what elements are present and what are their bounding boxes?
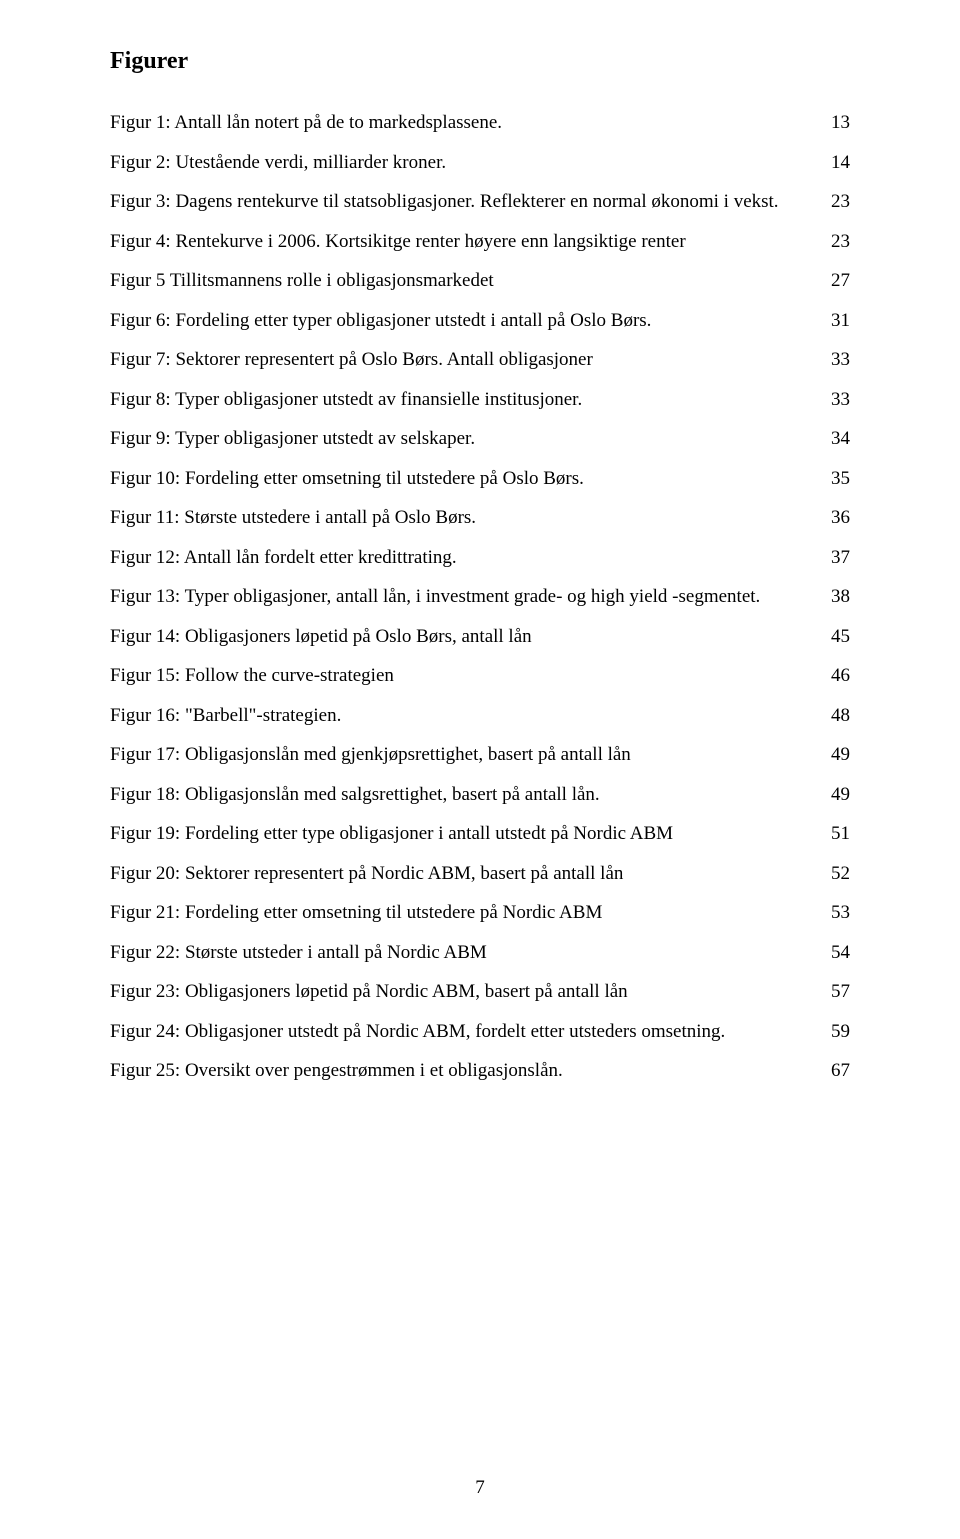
toc-page: 36	[831, 498, 850, 538]
toc-label: Figur 20: Sektorer representert på Nordi…	[110, 854, 623, 894]
toc-row: Figur 23: Obligasjoners løpetid på Nordi…	[110, 972, 850, 1012]
toc-page: 27	[831, 261, 850, 301]
toc-row: Figur 6: Fordeling etter typer obligasjo…	[110, 301, 850, 341]
toc-row: Figur 17: Obligasjonslån med gjenkjøpsre…	[110, 735, 850, 775]
toc-label: Figur 21: Fordeling etter omsetning til …	[110, 893, 602, 933]
toc-label: Figur 22: Største utsteder i antall på N…	[110, 933, 487, 973]
toc-label: Figur 16: "Barbell"-strategien.	[110, 696, 341, 736]
toc-row: Figur 7: Sektorer representert på Oslo B…	[110, 340, 850, 380]
toc-label: Figur 13: Typer obligasjoner, antall lån…	[110, 577, 760, 617]
toc-page: 31	[831, 301, 850, 341]
toc-row: Figur 11: Største utstedere i antall på …	[110, 498, 850, 538]
toc-page: 51	[831, 814, 850, 854]
toc-label: Figur 24: Obligasjoner utstedt på Nordic…	[110, 1012, 725, 1052]
toc-label: Figur 19: Fordeling etter type obligasjo…	[110, 814, 673, 854]
toc-row: Figur 4: Rentekurve i 2006. Kortsikitge …	[110, 222, 850, 262]
toc-page: 45	[831, 617, 850, 657]
toc-label: Figur 3: Dagens rentekurve til statsobli…	[110, 182, 779, 222]
toc-page: 59	[831, 1012, 850, 1052]
toc-label: Figur 6: Fordeling etter typer obligasjo…	[110, 301, 651, 341]
toc-page: 33	[831, 340, 850, 380]
toc-row: Figur 12: Antall lån fordelt etter kredi…	[110, 538, 850, 578]
toc-page: 34	[831, 419, 850, 459]
toc-row: Figur 13: Typer obligasjoner, antall lån…	[110, 577, 850, 617]
toc-label: Figur 15: Follow the curve-strategien	[110, 656, 394, 696]
toc-page: 53	[831, 893, 850, 933]
toc-row: Figur 16: "Barbell"-strategien. 48	[110, 696, 850, 736]
toc-row: Figur 21: Fordeling etter omsetning til …	[110, 893, 850, 933]
toc-page: 49	[831, 775, 850, 815]
toc-page: 54	[831, 933, 850, 973]
toc-page: 14	[831, 143, 850, 183]
toc-row: Figur 1: Antall lån notert på de to mark…	[110, 103, 850, 143]
document-page: Figurer Figur 1: Antall lån notert på de…	[0, 0, 960, 1539]
section-heading: Figurer	[110, 48, 850, 75]
toc-label: Figur 17: Obligasjonslån med gjenkjøpsre…	[110, 735, 631, 775]
toc-label: Figur 4: Rentekurve i 2006. Kortsikitge …	[110, 222, 686, 262]
toc-row: Figur 9: Typer obligasjoner utstedt av s…	[110, 419, 850, 459]
toc-page: 38	[831, 577, 850, 617]
toc-row: Figur 3: Dagens rentekurve til statsobli…	[110, 182, 850, 222]
toc-row: Figur 18: Obligasjonslån med salgsrettig…	[110, 775, 850, 815]
toc-row: Figur 25: Oversikt over pengestrømmen i …	[110, 1051, 850, 1091]
toc-page: 67	[831, 1051, 850, 1091]
toc-label: Figur 14: Obligasjoners løpetid på Oslo …	[110, 617, 532, 657]
toc-row: Figur 10: Fordeling etter omsetning til …	[110, 459, 850, 499]
toc-label: Figur 2: Utestående verdi, milliarder kr…	[110, 143, 446, 183]
page-number: 7	[0, 1477, 960, 1499]
toc-label: Figur 9: Typer obligasjoner utstedt av s…	[110, 419, 475, 459]
toc-row: Figur 2: Utestående verdi, milliarder kr…	[110, 143, 850, 183]
toc-label: Figur 11: Største utstedere i antall på …	[110, 498, 476, 538]
toc-label: Figur 7: Sektorer representert på Oslo B…	[110, 340, 593, 380]
toc-list: Figur 1: Antall lån notert på de to mark…	[110, 103, 850, 1091]
toc-label: Figur 12: Antall lån fordelt etter kredi…	[110, 538, 457, 578]
toc-page: 46	[831, 656, 850, 696]
toc-row: Figur 5 Tillitsmannens rolle i obligasjo…	[110, 261, 850, 301]
toc-row: Figur 24: Obligasjoner utstedt på Nordic…	[110, 1012, 850, 1052]
toc-label: Figur 25: Oversikt over pengestrømmen i …	[110, 1051, 563, 1091]
toc-row: Figur 22: Største utsteder i antall på N…	[110, 933, 850, 973]
toc-row: Figur 19: Fordeling etter type obligasjo…	[110, 814, 850, 854]
toc-label: Figur 1: Antall lån notert på de to mark…	[110, 103, 502, 143]
toc-label: Figur 5 Tillitsmannens rolle i obligasjo…	[110, 261, 494, 301]
toc-page: 23	[831, 222, 850, 262]
toc-page: 35	[831, 459, 850, 499]
toc-page: 33	[831, 380, 850, 420]
toc-label: Figur 23: Obligasjoners løpetid på Nordi…	[110, 972, 628, 1012]
toc-page: 23	[831, 182, 850, 222]
toc-row: Figur 20: Sektorer representert på Nordi…	[110, 854, 850, 894]
toc-row: Figur 8: Typer obligasjoner utstedt av f…	[110, 380, 850, 420]
toc-page: 49	[831, 735, 850, 775]
toc-page: 57	[831, 972, 850, 1012]
toc-label: Figur 10: Fordeling etter omsetning til …	[110, 459, 584, 499]
toc-row: Figur 15: Follow the curve-strategien 46	[110, 656, 850, 696]
toc-label: Figur 18: Obligasjonslån med salgsrettig…	[110, 775, 600, 815]
toc-label: Figur 8: Typer obligasjoner utstedt av f…	[110, 380, 582, 420]
toc-page: 52	[831, 854, 850, 894]
toc-row: Figur 14: Obligasjoners løpetid på Oslo …	[110, 617, 850, 657]
toc-page: 37	[831, 538, 850, 578]
toc-page: 48	[831, 696, 850, 736]
toc-page: 13	[831, 103, 850, 143]
